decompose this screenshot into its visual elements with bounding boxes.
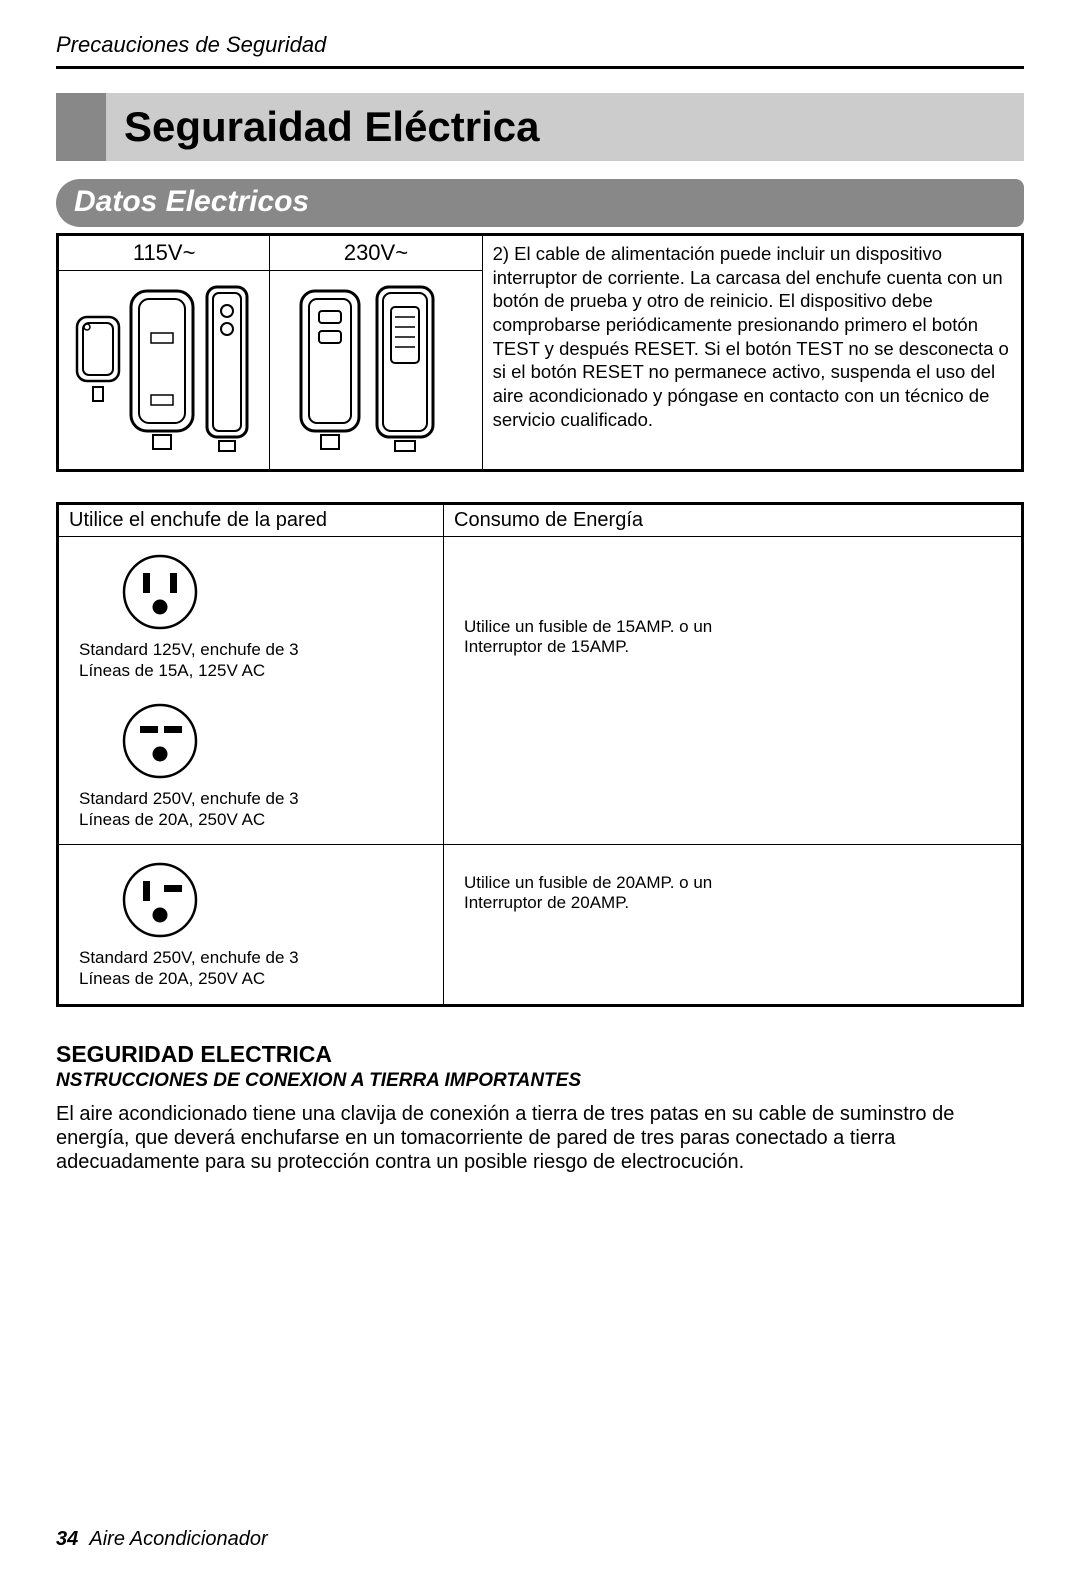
electrical-data-table: 115V~ 230V~ 2) El cable de alimentación … (56, 233, 1024, 472)
table2-row2-left: Standard 250V, enchufe de 3 Líneas de 20… (58, 845, 444, 1006)
wall-receptacle-table: Utilice el enchufe de la pared Consumo d… (56, 502, 1024, 1007)
row2-right-line1: Utilice un fusible de 20AMP. o un (464, 873, 712, 892)
outlet-125v-15a-icon (119, 551, 201, 633)
section-title: SEGURIDAD ELECTRICA (56, 1041, 1024, 1068)
plug-230v-icon (291, 277, 461, 457)
header-rule (56, 66, 1024, 69)
table2-header-right: Consumo de Energía (444, 504, 1023, 537)
row1-right-line1: Utilice un fusible de 15AMP. o un (464, 617, 712, 636)
outlet2-line2: Líneas de 20A, 250V AC (79, 810, 265, 829)
page-number: 34 (56, 1528, 78, 1550)
table2-row1-right: Utilice un fusible de 15AMP. o un Interr… (444, 537, 1023, 845)
table1-description: 2) El cable de alimentación puede inclui… (482, 235, 1022, 471)
table2-header-left: Utilice el enchufe de la pared (58, 504, 444, 537)
row2-outlet-line2: Líneas de 20A, 250V AC (79, 969, 265, 988)
table2-row2-right: Utilice un fusible de 20AMP. o un Interr… (444, 845, 1023, 1006)
footer-name: Aire Acondicionador (89, 1528, 267, 1550)
row2-right-line2: Interruptor de 20AMP. (464, 893, 629, 912)
plug-115v-icon (69, 277, 259, 457)
plug-illustration-230v (270, 271, 482, 471)
page-title: Seguraidad Eléctrica (124, 103, 540, 151)
table2-row1-left: Standard 125V, enchufe de 3 Líneas de 15… (58, 537, 444, 845)
row1-right-line2: Interruptor de 15AMP. (464, 637, 629, 656)
plug-illustration-115v (58, 271, 270, 471)
header-section-label: Precauciones de Seguridad (56, 32, 1024, 58)
outlet1-line2: Líneas de 15A, 125V AC (79, 661, 265, 680)
outlet-250v-20a-b-icon (119, 859, 201, 941)
page-footer: 34 Aire Acondicionador (56, 1528, 268, 1551)
outlet-250v-20a-a-icon (119, 700, 201, 782)
outlet1-line1: Standard 125V, enchufe de 3 (79, 640, 299, 659)
outlet2-line1: Standard 250V, enchufe de 3 (79, 789, 299, 808)
title-banner: Seguraidad Eléctrica (56, 93, 1024, 161)
section-body: El aire acondicionado tiene una clavija … (56, 1102, 1024, 1175)
table1-col2-header: 230V~ (270, 235, 482, 271)
row2-outlet-line1: Standard 250V, enchufe de 3 (79, 948, 299, 967)
section-subtitle: NSTRUCCIONES DE CONEXION A TIERRA IMPORT… (56, 1070, 1024, 1092)
table1-col1-header: 115V~ (58, 235, 270, 271)
subsection-banner: Datos Electricos (56, 179, 1024, 227)
